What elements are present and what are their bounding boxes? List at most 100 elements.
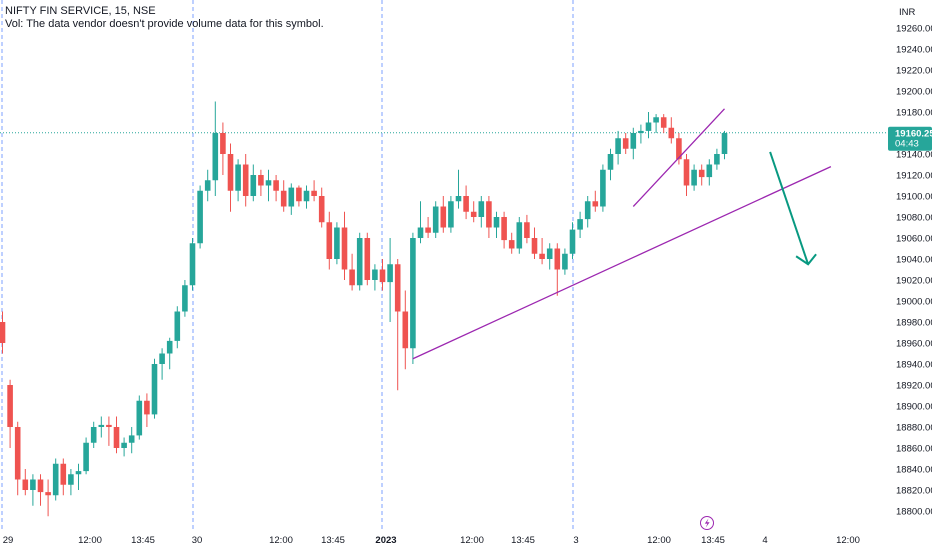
candle[interactable] [174,306,181,349]
candle[interactable] [326,211,333,270]
candle[interactable] [630,127,637,160]
trendline-drawings[interactable] [412,108,832,360]
candle[interactable] [7,379,13,448]
candle[interactable] [98,416,105,438]
candle[interactable] [577,211,583,238]
candle[interactable] [622,133,629,154]
candle[interactable] [128,427,135,454]
candle[interactable] [493,211,500,238]
candle[interactable] [0,311,6,354]
candle[interactable] [265,169,272,202]
candle[interactable] [600,164,606,212]
candle[interactable] [516,217,523,254]
candle[interactable] [486,196,492,238]
candle[interactable] [280,180,287,212]
candle[interactable] [592,190,599,212]
candle[interactable] [45,479,51,517]
candle[interactable] [52,458,59,501]
candle[interactable] [113,416,120,454]
candle[interactable] [683,154,690,196]
candle[interactable] [144,393,150,427]
candle[interactable] [653,114,659,133]
candle[interactable] [569,222,576,259]
candle[interactable] [402,290,409,370]
time-axis[interactable]: 29 12:00 13:45 30 12:00 13:45 2023 12:00 13:45 3 1… [3,535,860,546]
candle[interactable] [106,416,112,446]
candle[interactable] [250,164,257,202]
candle[interactable] [448,196,454,233]
candle[interactable] [660,114,667,133]
candle[interactable] [455,169,462,209]
candle[interactable] [554,243,561,296]
candle[interactable] [470,201,477,223]
candle[interactable] [311,180,317,202]
price-axis[interactable]: 19260.00 19240.00 19220.00 19200.00 19180.00… [896,24,932,518]
candle[interactable] [394,259,401,391]
candle[interactable] [379,259,386,291]
candle[interactable] [204,169,211,202]
candle[interactable] [432,201,439,238]
candle[interactable] [288,183,295,215]
candle[interactable] [539,238,545,265]
candle[interactable] [714,148,720,170]
candle[interactable] [83,437,89,475]
candle[interactable] [318,187,325,228]
candle[interactable] [562,248,568,275]
candle[interactable] [22,469,29,496]
candle[interactable] [584,196,591,228]
candle[interactable] [463,185,469,220]
support-trendline[interactable] [412,166,832,360]
candle[interactable] [676,133,682,165]
candle[interactable] [372,264,378,291]
candle[interactable] [387,238,393,322]
symbol-title[interactable]: NIFTY FIN SERVICE, 15, NSE [5,5,156,17]
candle[interactable] [60,458,67,496]
candle[interactable] [189,238,196,291]
candle[interactable] [364,232,371,286]
candle[interactable] [90,421,97,448]
candles[interactable] [0,101,728,517]
candle[interactable] [159,348,165,380]
candle[interactable] [30,474,36,506]
candle[interactable] [638,124,644,144]
candle[interactable] [182,280,188,317]
candle[interactable] [136,395,143,440]
candle[interactable] [425,217,431,238]
candle[interactable] [531,227,538,260]
candle[interactable] [706,159,713,186]
candle[interactable] [14,421,21,496]
candle[interactable] [75,463,82,490]
candle[interactable] [478,196,485,228]
candle[interactable] [341,211,348,280]
candle[interactable] [440,196,447,233]
candle[interactable] [607,148,614,181]
candle[interactable] [227,143,234,212]
candle[interactable] [273,175,279,202]
rising-trendline[interactable] [632,108,725,207]
candle[interactable] [356,232,363,291]
candle[interactable] [258,169,264,196]
candle[interactable] [501,211,507,249]
candle[interactable] [296,185,302,207]
candle[interactable] [349,253,355,291]
candle[interactable] [197,185,203,249]
candle[interactable] [691,164,697,191]
candle[interactable] [220,122,226,176]
candle[interactable] [151,358,158,419]
candle[interactable] [417,201,424,244]
candle[interactable] [37,474,44,506]
candle[interactable] [546,243,553,270]
candle[interactable] [508,232,515,254]
candle[interactable] [303,185,310,209]
candle[interactable] [410,232,416,364]
lightning-event-icon[interactable] [700,516,714,530]
candle[interactable] [615,130,621,165]
candle[interactable] [645,112,652,139]
candle[interactable] [166,337,173,370]
candle[interactable] [524,214,530,244]
candle[interactable] [235,159,241,202]
candle[interactable] [668,117,675,144]
candle[interactable] [121,437,127,457]
candle[interactable] [721,130,728,160]
